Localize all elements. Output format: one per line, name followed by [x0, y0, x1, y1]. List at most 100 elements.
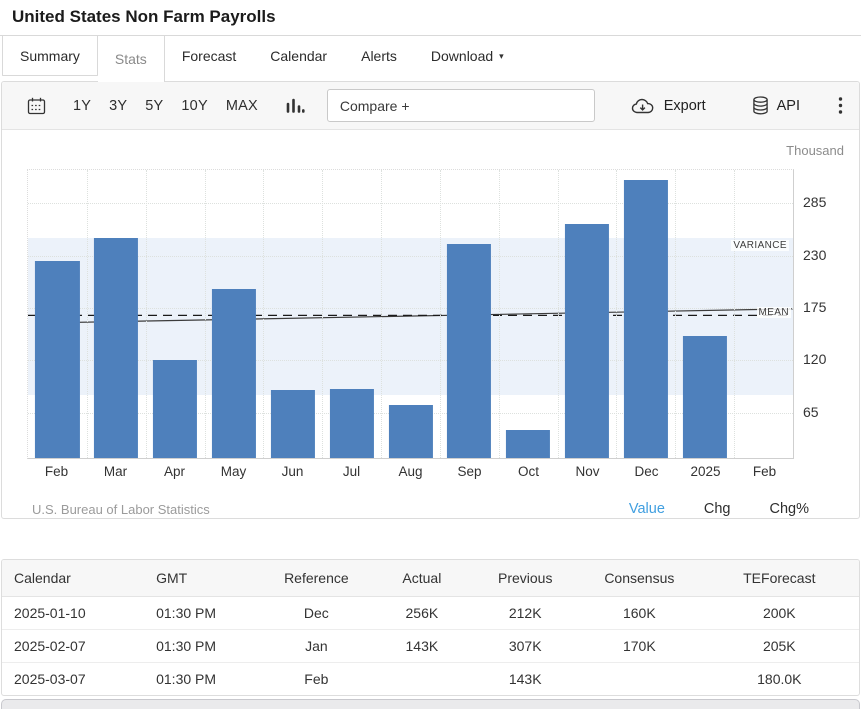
source-attribution: U.S. Bureau of Labor Statistics	[32, 502, 210, 517]
bar-jul[interactable]	[330, 389, 374, 458]
y-tick-label: 230	[803, 247, 826, 263]
bar-feb[interactable]	[35, 261, 79, 458]
tab-forecast[interactable]: Forecast	[165, 36, 253, 76]
api-button[interactable]: API	[746, 95, 806, 116]
range-button-3y[interactable]: 3Y	[109, 94, 127, 118]
gridline-x	[558, 170, 559, 458]
api-label: API	[777, 98, 800, 114]
gridline-y-175	[28, 308, 793, 309]
table-row: 2025-03-0701:30 PMFeb143K180.0K	[2, 663, 859, 696]
gridline-x	[675, 170, 676, 458]
kebab-menu-icon	[838, 96, 843, 115]
table-cell: Dec	[260, 597, 372, 630]
column-header-gmt: GMT	[144, 560, 260, 597]
y-axis: 28523017512065	[794, 169, 859, 459]
table-cell: 2025-02-07	[2, 630, 144, 663]
column-header-previous: Previous	[471, 560, 579, 597]
tab-label: Stats	[115, 51, 147, 67]
bar-2025[interactable]	[683, 336, 727, 458]
tab-calendar[interactable]: Calendar	[253, 36, 344, 76]
x-tick-label-aug: Aug	[398, 464, 422, 479]
table-cell: 143K	[372, 630, 471, 663]
export-cloud-download-icon	[631, 97, 656, 115]
view-link-chgpct[interactable]: Chg%	[764, 500, 816, 518]
bar-apr[interactable]	[153, 360, 197, 458]
table-cell: 307K	[471, 630, 579, 663]
bar-aug[interactable]	[388, 405, 432, 458]
bar-dec[interactable]	[624, 180, 668, 458]
gridline-x	[734, 170, 735, 458]
x-tick-label-feb: Feb	[45, 464, 68, 479]
y-tick-label: 120	[803, 351, 826, 367]
tab-alerts[interactable]: Alerts	[344, 36, 414, 76]
tab-download[interactable]: Download▾	[414, 36, 521, 76]
range-button-10y[interactable]: 10Y	[181, 94, 207, 118]
view-link-chg[interactable]: Chg	[698, 500, 737, 518]
x-tick-label-2025: 2025	[690, 464, 720, 479]
calendar-icon	[27, 97, 46, 115]
x-tick-label-may: May	[221, 464, 247, 479]
api-database-icon	[752, 96, 769, 115]
bar-jun[interactable]	[271, 390, 315, 459]
bar-nov[interactable]	[565, 224, 609, 458]
chart-footer: U.S. Bureau of Labor Statistics Value Chg…	[2, 487, 859, 518]
compare-input[interactable]	[327, 89, 595, 122]
tab-label: Alerts	[361, 48, 397, 64]
range-button-5y[interactable]: 5Y	[145, 94, 163, 118]
table-cell: 200K	[700, 597, 859, 630]
calendar-events-table: CalendarGMTReferenceActualPreviousConsen…	[1, 559, 860, 696]
range-selector: 1Y 3Y 5Y 10Y MAX	[64, 94, 267, 118]
table-row: 2025-01-1001:30 PMDec256K212K160K200K	[2, 597, 859, 630]
gridline-x	[263, 170, 264, 458]
gridline-y-285	[28, 203, 793, 204]
gridline-x	[440, 170, 441, 458]
table-cell: 212K	[471, 597, 579, 630]
tab-summary[interactable]: Summary	[2, 36, 98, 76]
bar-sep[interactable]	[447, 244, 491, 458]
table-cell: 205K	[700, 630, 859, 663]
x-axis: FebMarAprMayJunJulAugSepOctNovDec2025Feb	[27, 459, 794, 487]
x-tick-label-feb: Feb	[753, 464, 776, 479]
gridline-x	[381, 170, 382, 458]
tab-label: Calendar	[270, 48, 327, 64]
mean-label: MEAN	[757, 307, 792, 318]
bar-may[interactable]	[212, 289, 256, 458]
gridline-x	[322, 170, 323, 458]
export-label: Export	[664, 98, 706, 114]
gridline-y-120	[28, 360, 793, 361]
column-header-reference: Reference	[260, 560, 372, 597]
gridline-x	[146, 170, 147, 458]
range-button-1y[interactable]: 1Y	[73, 94, 91, 118]
y-tick-label: 175	[803, 299, 826, 315]
gridline-y-230	[28, 256, 793, 257]
table-cell: 170K	[579, 630, 700, 663]
table-row: 2025-02-0701:30 PMJan143K307K170K205K	[2, 630, 859, 663]
view-link-value[interactable]: Value	[623, 500, 671, 518]
x-tick-label-nov: Nov	[575, 464, 599, 479]
export-button[interactable]: Export	[625, 96, 712, 116]
gridline-x	[616, 170, 617, 458]
gridline-x	[499, 170, 500, 458]
table-cell: 256K	[372, 597, 471, 630]
tab-label: Summary	[20, 48, 80, 64]
table-cell: 160K	[579, 597, 700, 630]
chart-toolbar: 1Y 3Y 5Y 10Y MAX Export	[2, 82, 859, 130]
column-header-consensus: Consensus	[579, 560, 700, 597]
column-header-teforecast: TEForecast	[700, 560, 859, 597]
date-range-calendar-button[interactable]	[25, 95, 48, 117]
gridline-x	[87, 170, 88, 458]
table-cell	[372, 663, 471, 696]
chart-type-button[interactable]	[283, 95, 307, 116]
bar-mar[interactable]	[94, 238, 138, 458]
more-options-button[interactable]	[836, 94, 845, 117]
plot-area: VARIANCE MEAN	[27, 169, 794, 459]
column-header-calendar: Calendar	[2, 560, 144, 597]
table-cell: 2025-01-10	[2, 597, 144, 630]
range-button-max[interactable]: MAX	[226, 94, 258, 118]
table-cell: 143K	[471, 663, 579, 696]
tab-stats[interactable]: Stats	[98, 36, 165, 82]
column-header-actual: Actual	[372, 560, 471, 597]
bar-oct[interactable]	[506, 430, 550, 458]
table-cell: Jan	[260, 630, 372, 663]
page-title: United States Non Farm Payrolls	[0, 0, 861, 36]
